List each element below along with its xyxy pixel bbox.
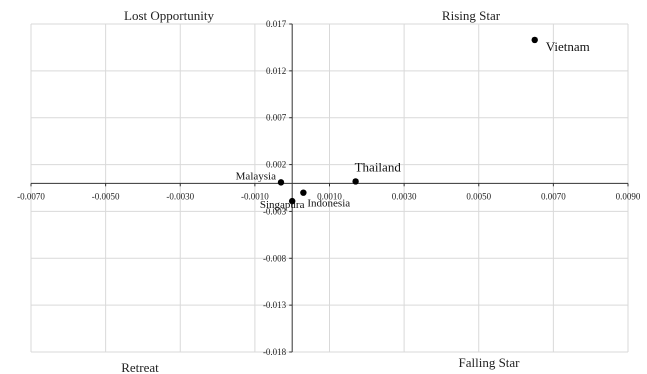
x-tick-label: -0.0070	[17, 191, 45, 201]
x-tick-label: -0.0050	[92, 191, 120, 201]
data-point-thailand	[352, 178, 359, 185]
quadrant-label-bottom-left: Retreat	[121, 360, 159, 374]
x-tick-label: 0.0070	[541, 191, 566, 201]
data-point-singapura	[288, 197, 296, 205]
y-tick-label: 0.012	[266, 66, 286, 76]
axis-layer	[30, 23, 629, 353]
x-tick-label: -0.0010	[241, 191, 269, 201]
grid-layer	[30, 23, 629, 353]
y-tick-label: 0.007	[266, 113, 287, 123]
data-point-layer: Vietnam Thailand Malaysia IndonesiaSingapur…	[236, 36, 590, 211]
y-tick-label: 0.017	[266, 19, 287, 29]
x-tick-label: 0.0050	[466, 191, 491, 201]
data-point-malaysia	[277, 179, 285, 186]
y-tick-label: -0.018	[263, 347, 287, 357]
data-label-malaysia: Malaysia	[236, 170, 276, 182]
x-tick-label: 0.0090	[616, 191, 641, 201]
data-point-indonesia	[300, 189, 307, 196]
x-tick-label: 0.0010	[317, 191, 342, 201]
tick-label-layer: -0.0070 -0.0050 -0.0030 -0.0010 0.0010 0.0030…	[17, 19, 641, 357]
y-tick-label: 0.002	[266, 160, 286, 170]
x-tick-label: -0.0030	[166, 191, 194, 201]
data-label-vietnam: Vietnam	[546, 39, 590, 54]
x-tick-label: 0.0030	[392, 191, 417, 201]
y-tick-label: -0.008	[263, 253, 287, 263]
data-label-indonesia: Indonesia	[307, 198, 350, 210]
quadrant-label-bottom-right: Falling Star	[458, 355, 520, 370]
quadrant-label-top-left: Lost Opportunity	[124, 8, 214, 23]
data-label-thailand: Thailand	[355, 159, 402, 174]
data-point-vietnam	[531, 36, 538, 44]
y-tick-label: -0.003	[263, 206, 287, 216]
quadrant-label-top-right: Rising Star	[442, 8, 501, 23]
data-label-singapura: Singapura	[260, 199, 305, 211]
y-tick-label: -0.013	[263, 300, 287, 310]
